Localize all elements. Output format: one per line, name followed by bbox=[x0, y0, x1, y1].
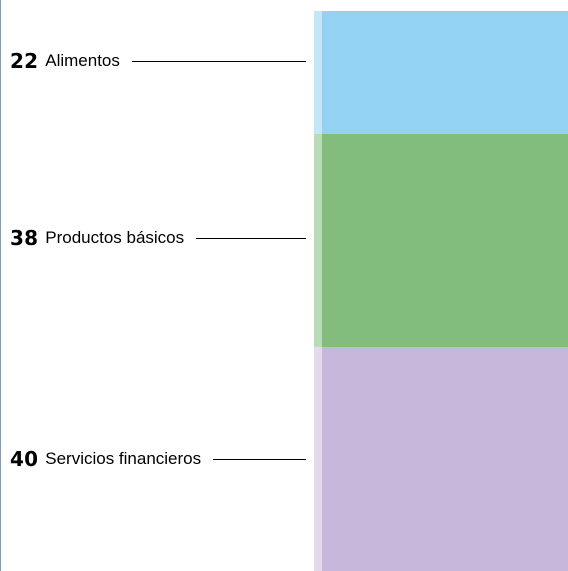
segment-label-2: 38 Productos básicos bbox=[10, 223, 184, 253]
leader-line-2 bbox=[196, 238, 306, 239]
segment-label-1: 22 Alimentos bbox=[10, 46, 120, 76]
segment-value-label: 38 bbox=[10, 225, 39, 250]
segment-category-label: Servicios financieros bbox=[45, 449, 202, 468]
segment-category-label: Alimentos bbox=[45, 50, 120, 70]
bar-segment-3 bbox=[314, 347, 568, 571]
bar-segment-edge-3 bbox=[314, 347, 322, 571]
segment-category-label: Productos básicos bbox=[45, 227, 185, 247]
segment-label-3: 40 Servicios financieros bbox=[10, 444, 201, 474]
leader-line-1 bbox=[131, 61, 306, 62]
leader-line-3 bbox=[213, 459, 306, 460]
bar-segment-1 bbox=[314, 11, 568, 135]
bar-segment-2 bbox=[314, 134, 568, 347]
segment-value-label: 40 bbox=[10, 447, 39, 471]
segment-value-label: 22 bbox=[10, 48, 39, 73]
stacked-bar bbox=[314, 11, 568, 571]
left-border-line bbox=[0, 0, 1, 571]
bar-segment-edge-2 bbox=[314, 134, 322, 347]
bar-segment-edge-1 bbox=[314, 11, 322, 135]
